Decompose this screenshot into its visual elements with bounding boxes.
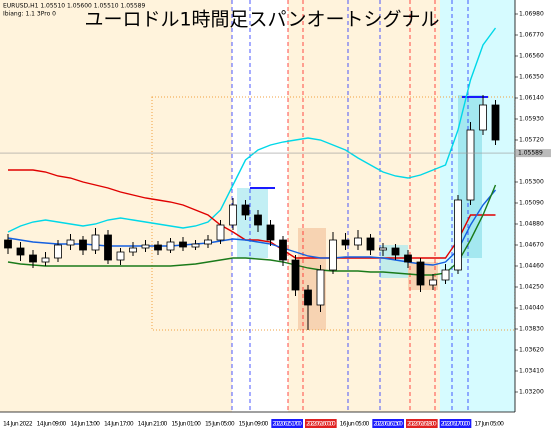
candle-body (291, 259, 300, 291)
candle-body (79, 239, 87, 251)
candle-body (154, 244, 162, 251)
x-tick-label: 14 Jun 13:00 (70, 421, 100, 428)
y-tick-label: 1.05720 (519, 137, 544, 144)
candle-body (179, 241, 187, 248)
price-axis-bg (515, 0, 551, 434)
x-tick-label: 14 Jun 17:00 (104, 421, 134, 428)
x-tick-label: 15 Jun 09:00 (239, 421, 269, 428)
candle-body (491, 104, 500, 141)
candle-body (191, 243, 200, 248)
candle-body (379, 247, 387, 251)
candle-body (66, 239, 75, 246)
current-price-label: 1.05589 (518, 150, 543, 157)
x-tick-label: 2022.06.16 18:00 (407, 421, 437, 428)
candle-body (341, 239, 350, 246)
x-tick-label: 2022.06.17 00:00 (441, 421, 471, 428)
candle-body (329, 239, 337, 271)
candle-body (279, 239, 287, 261)
x-tick-label: 16 Jun 05:00 (340, 421, 370, 428)
x-tick-label: 15 Jun 05:00 (205, 421, 235, 428)
y-tick-label: 1.06350 (519, 74, 544, 81)
signal-box (237, 188, 268, 258)
candle-body (304, 289, 312, 306)
x-tick-label: 2022.06.16 13:00 (373, 421, 403, 428)
y-tick-label: 1.04880 (519, 221, 544, 228)
candle-body (91, 234, 100, 251)
candle-body (441, 269, 450, 281)
x-label-highlight (305, 419, 337, 428)
indicator-line (7, 27, 497, 233)
candle-body (416, 261, 425, 286)
zone (0, 0, 232, 412)
indicator-line (8, 169, 496, 259)
candle-body (229, 204, 237, 226)
current-price-box (516, 149, 551, 158)
y-tick-label: 1.05090 (519, 200, 544, 207)
candle-body (404, 254, 412, 263)
y-tick-label: 1.04460 (519, 263, 544, 270)
x-tick-label: 14 Jun 2022 (3, 421, 33, 428)
time-lines (231, 0, 469, 412)
y-tick-label: 1.04670 (519, 242, 544, 249)
x-tick-label: 14 Jun 21:00 (138, 421, 168, 428)
candle-body (16, 247, 25, 256)
data-layer (4, 27, 500, 330)
symbol-info: EURUSD,H1 1.05510 1.05600 1.05510 1.0558… (3, 3, 145, 10)
x-label-highlight (439, 419, 472, 428)
candle-body (254, 214, 262, 226)
candle-body (54, 244, 62, 259)
y-tick-label: 1.05930 (519, 116, 544, 123)
candle-body (429, 279, 437, 286)
range-box (151, 96, 516, 331)
candle-body (104, 234, 112, 261)
y-tick-label: 1.04040 (519, 305, 544, 312)
candle-body (204, 239, 212, 245)
x-tick-label: 15 Jun 01:00 (171, 421, 201, 428)
candle-body (41, 257, 50, 263)
y-tick-label: 1.03620 (519, 347, 544, 354)
indicator-line (7, 189, 497, 266)
candle-body (141, 244, 150, 249)
indicator-line (7, 184, 497, 276)
candle-body (266, 224, 275, 241)
y-tick-label: 1.06770 (519, 32, 544, 39)
candle-body (316, 269, 325, 306)
candle-body (29, 254, 37, 263)
x-tick-label: 2022.06.16 00:00 (306, 421, 336, 428)
chart-title: ユーロドル1時間足スパンオートシグナル (84, 9, 439, 31)
candle-body (129, 247, 137, 253)
y-tick-label: 1.03830 (519, 326, 544, 333)
zone (288, 0, 440, 412)
y-tick-label: 1.05300 (519, 179, 544, 186)
x-label-highlight (372, 419, 404, 428)
y-tick-label: 1.03410 (519, 368, 544, 375)
x-tick-label: 14 Jun 09:00 (37, 421, 67, 428)
y-tick-label: 1.04250 (519, 284, 544, 291)
y-tick-label: 1.06980 (519, 11, 544, 18)
y-tick-label: 1.03200 (519, 389, 544, 396)
y-tick-label: 1.06140 (519, 95, 544, 102)
candle-body (166, 241, 175, 251)
x-tick-label: 2022.06.15 17:00 (272, 421, 302, 428)
indicator-info: Ibiang: 1.1 3Pro 0 (3, 11, 56, 18)
candle-body (466, 129, 475, 201)
candle-body (216, 224, 225, 241)
candle-body (479, 104, 487, 131)
x-tick-label: 17 Jun 05:00 (474, 421, 504, 428)
candle-body (366, 237, 375, 251)
x-label-highlight (271, 419, 303, 428)
candle-body (116, 251, 125, 261)
candle-body (241, 204, 250, 216)
x-label-highlight (406, 419, 438, 428)
candle-body (391, 247, 400, 256)
y-tick-label: 1.06560 (519, 53, 544, 60)
candle-body (454, 199, 462, 271)
candle-body (4, 239, 12, 249)
candle-body (354, 237, 362, 246)
